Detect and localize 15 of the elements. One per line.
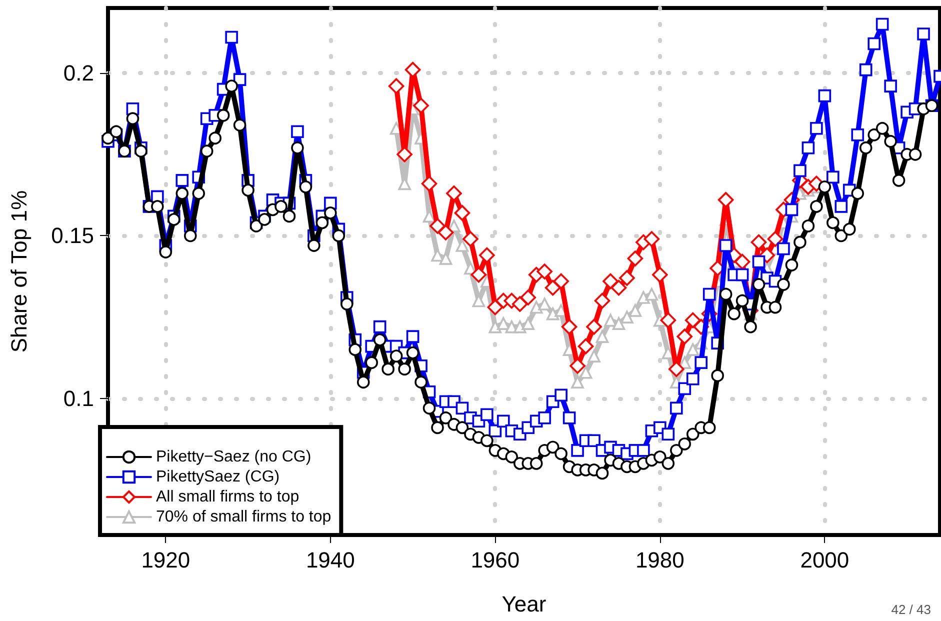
y-tick-label: 0.2 — [63, 60, 94, 86]
x-tick-label: 1960 — [470, 548, 520, 572]
legend-label: PikettySaez (CG) — [156, 468, 280, 486]
y-tick-label: 0.1 — [63, 386, 94, 411]
y-tick-label: 0.15 — [51, 223, 94, 248]
text: 42 / 43 — [891, 602, 931, 617]
x-axis-title: Year — [502, 592, 546, 616]
legend-label: All small firms to top — [156, 488, 300, 506]
x-tick-label: 1980 — [635, 548, 684, 572]
y-axis-title: Share of Top 1% — [6, 190, 32, 353]
legend-label: 70% of small firms to top — [156, 508, 332, 526]
legend-label: Piketty−Saez (no CG) — [156, 448, 312, 466]
x-tick-label: 1940 — [306, 548, 355, 572]
x-tick-label: 2000 — [800, 548, 850, 572]
x-tick-label: 1920 — [141, 548, 190, 572]
